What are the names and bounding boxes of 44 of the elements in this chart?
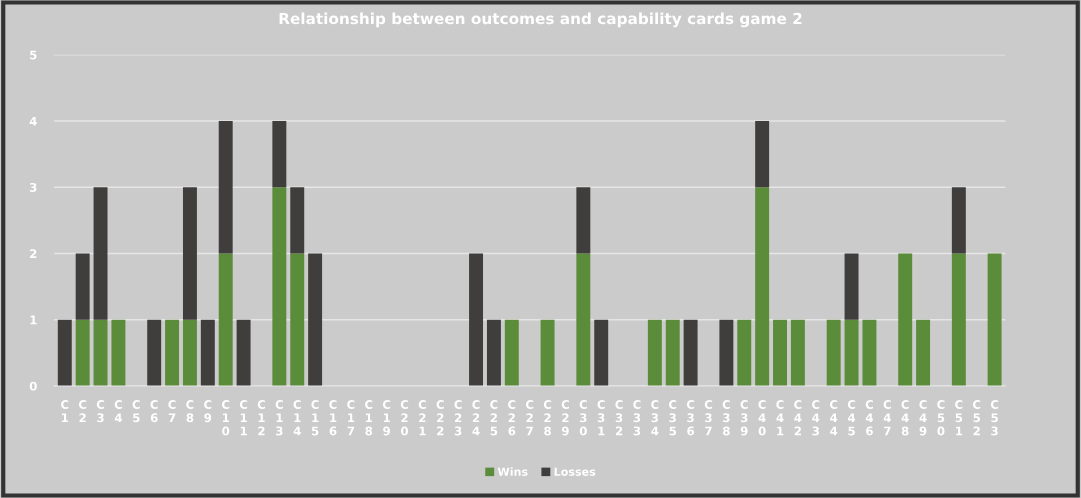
bar: [540, 319, 555, 386]
bar: [308, 253, 323, 386]
bar: [647, 319, 662, 386]
bar: [951, 187, 966, 254]
bar: [755, 187, 770, 386]
bar: [182, 319, 197, 386]
bar: [182, 187, 197, 320]
bar: [594, 319, 609, 386]
bar: [57, 319, 72, 386]
bar: [236, 319, 251, 386]
bar: [272, 121, 287, 188]
bar: [719, 319, 734, 386]
bar: [844, 253, 859, 320]
bar: [93, 187, 108, 320]
bar: [737, 319, 752, 386]
bar: [773, 319, 787, 386]
bar: [200, 319, 215, 386]
bar: [469, 253, 484, 386]
bar: [75, 319, 90, 386]
bar: [504, 319, 519, 386]
bar: [75, 253, 90, 320]
bar: [290, 253, 305, 386]
bar: [218, 253, 233, 386]
bar: [790, 319, 805, 386]
bar: [683, 319, 698, 386]
bar: [290, 187, 305, 254]
bar: [951, 253, 966, 386]
bar: [147, 319, 162, 386]
bar: [898, 253, 913, 386]
bar: [272, 187, 287, 386]
bar: [916, 319, 931, 386]
bar: [987, 253, 1002, 386]
bar: [486, 319, 501, 386]
bar: [111, 319, 126, 386]
bar: [93, 319, 108, 386]
bar: [665, 319, 680, 386]
bar: [862, 319, 877, 386]
bar: [218, 121, 233, 254]
bar: [576, 187, 591, 254]
bar: [755, 121, 770, 188]
bar: [576, 253, 591, 386]
bar: [165, 319, 180, 386]
bar: [826, 319, 841, 386]
bar: [844, 319, 859, 386]
